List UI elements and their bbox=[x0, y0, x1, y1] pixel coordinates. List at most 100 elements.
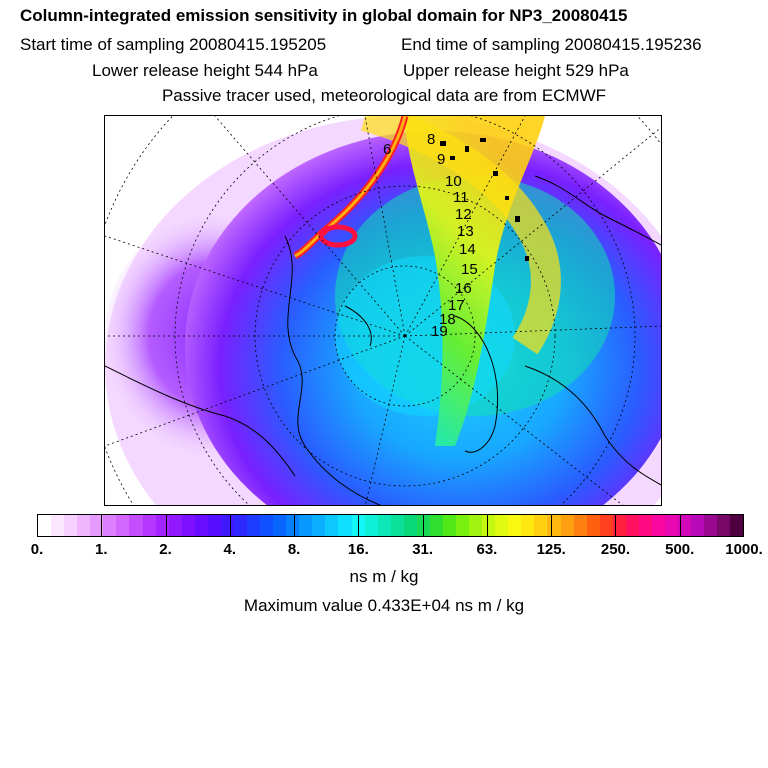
colorbar-swatch bbox=[116, 515, 130, 536]
colorbar-tick-label: 125. bbox=[536, 541, 566, 558]
colorbar-tick-label: 2. bbox=[159, 541, 172, 558]
colorbar-swatch bbox=[638, 515, 652, 536]
colorbar-swatch bbox=[325, 515, 339, 536]
trajectory-label-6: 6 bbox=[383, 141, 391, 158]
colorbar-swatch bbox=[429, 515, 443, 536]
colorbar-swatch bbox=[142, 515, 156, 536]
colorbar-swatch bbox=[704, 515, 718, 536]
colorbar-swatch bbox=[260, 515, 274, 536]
colorbar-swatch bbox=[273, 515, 287, 536]
trajectory-label-8: 8 bbox=[427, 131, 435, 148]
trajectory-label-13: 13 bbox=[457, 223, 474, 240]
trajectory-label-9: 9 bbox=[437, 151, 445, 168]
colorbar-swatch bbox=[717, 515, 731, 536]
colorbar-swatch bbox=[207, 515, 221, 536]
colorbar-separator bbox=[358, 514, 360, 537]
tracer-info-label: Passive tracer used, meteorological data… bbox=[161, 86, 607, 105]
colorbar-separator bbox=[294, 514, 296, 537]
colorbar-separator bbox=[486, 514, 488, 537]
colorbar-swatch bbox=[364, 515, 378, 536]
colorbar-separator bbox=[422, 514, 424, 537]
colorbar-swatch bbox=[299, 515, 313, 536]
colorbar-tick-label: 8. bbox=[287, 541, 301, 558]
colorbar-swatch bbox=[38, 515, 52, 536]
colorbar-tick-label: 1000. bbox=[725, 541, 763, 558]
colorbar-swatch bbox=[586, 515, 600, 536]
colorbar-swatch bbox=[651, 515, 665, 536]
colorbar-swatch bbox=[469, 515, 483, 536]
colorbar-swatch bbox=[403, 515, 417, 536]
trajectory-label-19: 19 bbox=[431, 323, 448, 340]
trajectory-label-group: 6 8 9 10 11 12 13 14 15 16 17 18 19 bbox=[383, 131, 478, 340]
colorbar-swatch bbox=[64, 515, 78, 536]
colorbar-swatch bbox=[482, 515, 496, 536]
end-time-label: End time of sampling 20080415.195236 bbox=[401, 35, 702, 54]
colorbar-swatch bbox=[129, 515, 143, 536]
trajectory-label-18: 18 bbox=[439, 311, 456, 328]
colorbar-swatch bbox=[312, 515, 326, 536]
colorbar-swatch bbox=[730, 515, 744, 536]
colorbar-swatch bbox=[155, 515, 169, 536]
colorbar-swatch bbox=[51, 515, 65, 536]
lower-release-label: Lower release height 544 hPa bbox=[92, 61, 318, 80]
colorbar-swatch bbox=[521, 515, 535, 536]
colorbar-swatch bbox=[286, 515, 300, 536]
colorbar-tick-label: 250. bbox=[600, 541, 631, 558]
upper-release-label: Upper release height 529 hPa bbox=[403, 61, 629, 80]
colorbar-separator bbox=[229, 514, 231, 537]
colorbar-swatch bbox=[495, 515, 509, 536]
colorbar-separator bbox=[165, 514, 167, 537]
northern-islands bbox=[440, 138, 529, 261]
trajectory-label-10: 10 bbox=[445, 173, 462, 190]
colorbar-swatch bbox=[338, 515, 352, 536]
colorbar-swatch bbox=[534, 515, 548, 536]
colorbar-swatch bbox=[456, 515, 470, 536]
colorbar-swatch bbox=[377, 515, 391, 536]
trajectory-label-17: 17 bbox=[448, 297, 465, 314]
colorbar-swatch bbox=[351, 515, 365, 536]
colorbar-unit-label: ns m / kg bbox=[349, 567, 419, 586]
colorbar-swatch bbox=[691, 515, 705, 536]
colorbar-swatch bbox=[194, 515, 208, 536]
colorbar-swatch bbox=[103, 515, 117, 536]
colorbar-swatch bbox=[442, 515, 456, 536]
trajectory-label-14: 14 bbox=[459, 241, 476, 258]
colorbar-swatch bbox=[168, 515, 182, 536]
graticule bbox=[105, 116, 661, 505]
colorbar-swatch bbox=[77, 515, 91, 536]
trajectory-label-12: 12 bbox=[455, 206, 472, 223]
colorbar-swatch bbox=[508, 515, 522, 536]
emission-sensitivity-map: 6 8 9 10 11 12 13 14 15 16 17 18 19 bbox=[104, 115, 662, 506]
colorbar-swatch bbox=[247, 515, 261, 536]
yellow-arc bbox=[360, 116, 561, 355]
colorbar bbox=[37, 514, 744, 537]
maximum-value-label: Maximum value 0.433E+04 ns m / kg bbox=[243, 596, 525, 615]
colorbar-tick-label: 1. bbox=[95, 541, 108, 558]
colorbar-swatch bbox=[181, 515, 195, 536]
colorbar-swatch bbox=[233, 515, 247, 536]
colorbar-swatch bbox=[599, 515, 613, 536]
colorbar-swatch bbox=[625, 515, 639, 536]
colorbar-separator bbox=[101, 514, 103, 537]
start-time-label: Start time of sampling 20080415.195205 bbox=[20, 35, 327, 54]
colorbar-separator bbox=[615, 514, 617, 537]
trajectory-label-16: 16 bbox=[455, 280, 472, 297]
colorbar-swatch bbox=[220, 515, 234, 536]
colorbar-tick-label: 4. bbox=[223, 541, 237, 558]
coastlines bbox=[105, 175, 661, 505]
trajectory-label-11: 11 bbox=[453, 189, 469, 206]
colorbar-swatch bbox=[547, 515, 561, 536]
colorbar-swatch bbox=[678, 515, 692, 536]
colorbar-swatch bbox=[573, 515, 587, 536]
release-point-ring bbox=[318, 224, 358, 248]
colorbar-swatch bbox=[90, 515, 104, 536]
colorbar-separator bbox=[551, 514, 553, 537]
plot-title: Column-integrated emission sensitivity i… bbox=[20, 6, 628, 25]
colorbar-tick-label: 0. bbox=[30, 541, 44, 558]
colorbar-tick-label: 500. bbox=[665, 541, 695, 558]
colorbar-tick-label: 63. bbox=[476, 541, 498, 558]
colorbar-swatch bbox=[560, 515, 574, 536]
colorbar-tick-label: 16. bbox=[347, 541, 369, 558]
colorbar-tick-label: 31. bbox=[412, 541, 434, 558]
trajectory-label-15: 15 bbox=[461, 261, 478, 278]
